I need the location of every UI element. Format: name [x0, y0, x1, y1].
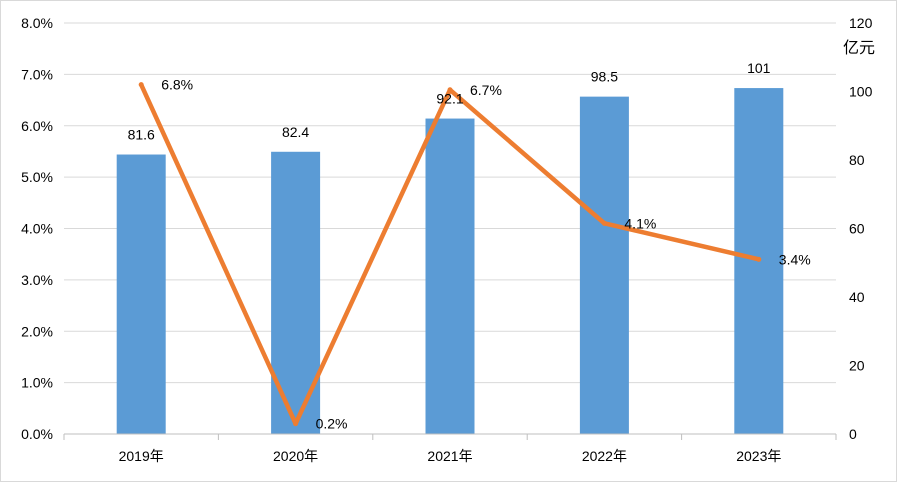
- line-point: [138, 82, 144, 88]
- bar: [425, 118, 475, 435]
- y-left-tick-label: 5.0%: [21, 169, 53, 185]
- y-left-tick-label: 4.0%: [21, 221, 53, 237]
- bar-value-label: 92.1: [436, 91, 463, 107]
- y-right-tick-label: 60: [849, 221, 865, 237]
- bar-value-label: 82.4: [282, 124, 309, 140]
- bar-value-label: 101: [747, 60, 771, 76]
- line-series: [138, 82, 762, 427]
- bar-value-label: 81.6: [128, 127, 155, 143]
- x-tick-label: 2020年: [273, 448, 318, 464]
- y-right-tick-label: 40: [849, 289, 865, 305]
- line-value-label: 6.8%: [161, 77, 193, 93]
- right-axis-unit: 亿元: [843, 38, 875, 57]
- x-tick-label: 2022年: [582, 448, 627, 464]
- x-tick-label: 2019年: [119, 448, 164, 464]
- line-point: [601, 220, 607, 226]
- line-point: [293, 421, 299, 427]
- line-value-label: 3.4%: [779, 251, 811, 267]
- y-left-tick-label: 7.0%: [21, 66, 53, 82]
- y-right-tick-label: 100: [849, 84, 873, 100]
- y-left-tick-label: 2.0%: [21, 323, 53, 339]
- y-left-tick-label: 1.0%: [21, 375, 53, 391]
- x-tick-label: 2021年: [427, 448, 472, 464]
- y-axis-right: 0 20 40 60 80 100 120: [849, 15, 873, 442]
- y-axis-left: 0.0% 1.0% 2.0% 3.0% 4.0% 5.0% 6.0% 7.0% 8.0%: [21, 15, 53, 442]
- bar: [579, 96, 629, 434]
- bar: [116, 154, 166, 434]
- y-left-tick-label: 6.0%: [21, 118, 53, 134]
- y-right-tick-label: 80: [849, 152, 865, 168]
- bar-value-label: 98.5: [591, 69, 618, 85]
- x-tick-label: 2023年: [736, 448, 781, 464]
- y-left-tick-label: 3.0%: [21, 272, 53, 288]
- line-point: [756, 256, 762, 262]
- line-value-label: 4.1%: [624, 215, 656, 231]
- y-right-tick-label: 120: [849, 15, 873, 31]
- bar-series: [116, 88, 784, 435]
- y-left-tick-label: 8.0%: [21, 15, 53, 31]
- data-labels: 81.6 82.4 92.1 98.5 101 6.8% 0.2% 6.7% 4.1% 3.4%: [128, 60, 811, 432]
- y-right-tick-label: 20: [849, 358, 865, 374]
- line-value-label: 6.7%: [470, 82, 502, 98]
- x-axis: 2019年 2020年 2021年 2022年 2023年: [63, 433, 837, 464]
- y-left-tick-label: 0.0%: [21, 426, 53, 442]
- line-point: [447, 87, 453, 93]
- y-right-tick-label: 0: [849, 426, 857, 442]
- line-value-label: 0.2%: [316, 416, 348, 432]
